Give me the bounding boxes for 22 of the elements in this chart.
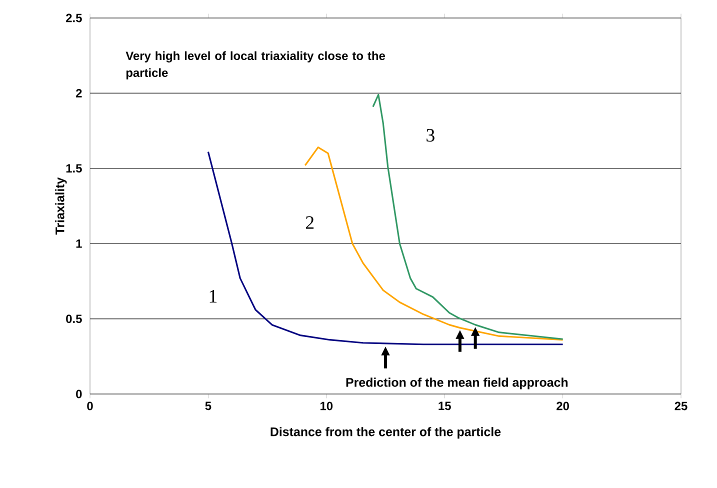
annotation: Very high level of local triaxiality close to the particle: [126, 51, 386, 80]
y-tick-label: 1: [76, 239, 82, 248]
line-series: [304, 146, 564, 341]
series-label: 2: [306, 216, 314, 229]
annotation: Prediction of the mean field approach: [346, 378, 568, 390]
y-axis-title: Triaxiality: [55, 177, 67, 235]
series-label: 1: [210, 290, 217, 302]
x-tick-label: 15: [438, 402, 451, 410]
x-tick-label: 0: [87, 402, 93, 410]
text: 3: [426, 128, 434, 142]
x-tick-label: 5: [205, 402, 212, 410]
y-tick-label: 0: [76, 390, 82, 398]
x-tick-label: 10: [320, 402, 333, 410]
y-tick-label: 0.5: [66, 314, 82, 324]
line-series: [372, 94, 564, 340]
y-tick-label: 2: [76, 89, 82, 98]
line-series: [207, 151, 564, 346]
y-tick-label: 2.5: [66, 14, 82, 22]
x-axis-title: Distance from the center of the particle: [270, 427, 501, 439]
x-tick-label: 25: [674, 402, 688, 410]
y-tick-label: 1.5: [66, 164, 82, 173]
x-tick-label: 20: [556, 402, 569, 410]
